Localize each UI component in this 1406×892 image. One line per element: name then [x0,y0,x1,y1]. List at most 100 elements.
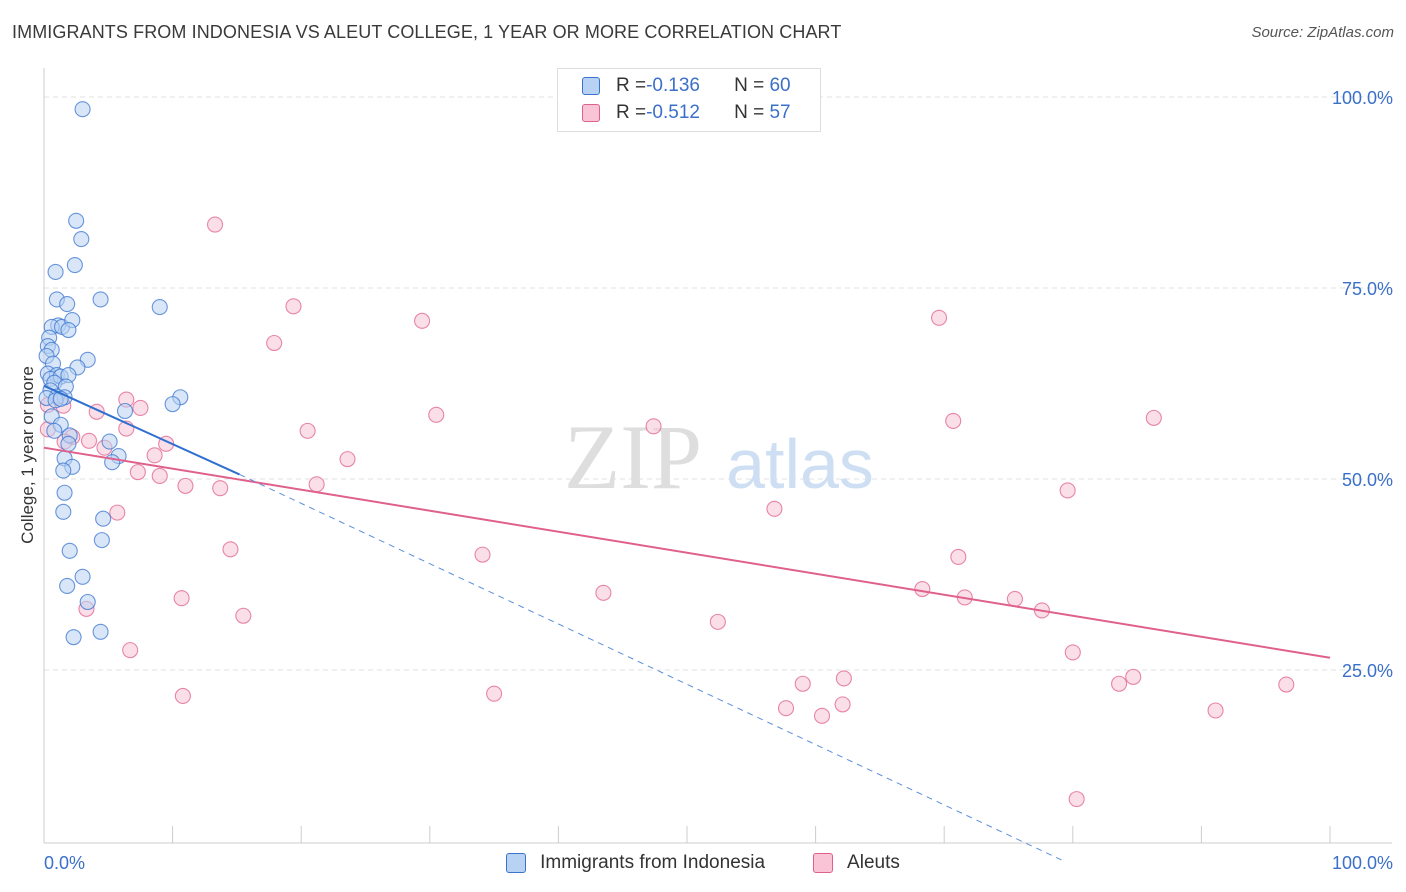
axes [43,68,1392,844]
data-point [61,542,78,559]
data-point [834,696,851,713]
data-point [59,295,76,313]
data-point [1145,409,1162,426]
data-point [92,291,109,308]
data-point [1059,482,1076,499]
legend-row-aleuts: R = -0.512 N = 57 [582,101,791,125]
data-point [794,675,811,692]
data-point [474,546,491,563]
legend-item-aleuts[interactable]: Aleuts [813,852,900,874]
legend-swatch-aleuts [813,853,834,873]
data-point [1006,590,1023,607]
data-point [101,433,118,450]
data-point [95,510,112,527]
x-tick-label: 0.0% [44,853,85,873]
data-point [116,402,134,420]
data-point [129,464,146,481]
source-label: Source: ZipAtlas.com [1251,24,1394,41]
n-value: 60 [769,75,791,96]
data-point [1278,676,1295,693]
data-point [164,396,181,413]
watermark-zip: ZIP [564,406,702,508]
data-point [777,700,795,717]
correlation-legend: R = -0.136 N = 60 R = -0.512 N = 57 [557,68,821,132]
y-tick-label: 100.0% [1332,88,1393,108]
trend-line-indonesia-extension [239,473,1065,862]
data-point [59,577,76,595]
data-point [813,707,831,724]
legend-swatch-aleuts [582,104,600,122]
data-point [212,480,229,497]
data-point [222,541,239,558]
y-tick-label: 50.0% [1342,470,1393,490]
y-tick-label: 75.0% [1342,279,1393,299]
data-point [645,418,662,435]
data-point [73,231,90,248]
data-point [173,590,190,607]
data-point [285,298,302,315]
trend-line-aleuts [43,446,1331,659]
data-point [835,670,852,687]
data-point [766,500,783,517]
data-point [1068,791,1085,808]
data-point [945,412,962,429]
data-point [151,299,168,316]
data-point [92,623,109,640]
data-point [486,685,503,702]
data-point [709,613,726,630]
data-point [308,476,325,493]
n-label: N = [734,75,770,96]
data-point [79,593,96,611]
data-point [122,642,139,659]
data-point [68,212,85,229]
data-point [931,309,948,326]
data-point [235,607,252,624]
data-point [55,503,72,520]
data-point [74,568,91,585]
watermark-atlas: atlas [726,425,874,503]
legend-label-aleuts: Aleuts [847,852,900,873]
data-point [80,432,98,449]
legend-label-indonesia: Immigrants from Indonesia [540,852,766,873]
legend-item-indonesia[interactable]: Immigrants from Indonesia [506,852,765,874]
r-value: -0.136 [646,75,700,96]
data-point [146,447,163,464]
data-point [428,406,445,423]
trend-line-indonesia [43,384,240,476]
data-point [93,532,110,549]
watermark: ZIP atlas [564,406,874,508]
data-point [74,101,91,118]
data-point [60,321,77,339]
series-legend: Immigrants from Indonesia Aleuts [0,852,1406,874]
data-point [56,484,73,501]
grid-lines [44,96,1392,671]
data-points [38,101,1295,808]
r-value: -0.512 [646,102,700,123]
data-point [55,462,72,479]
tick-labels: 25.0% 50.0% 75.0% 100.0% 0.0% 100.0% [44,88,1393,873]
n-label: N = [734,102,770,123]
legend-swatch-indonesia [582,77,600,95]
data-point [174,687,191,705]
data-point [414,312,431,329]
data-point [47,263,64,281]
data-point [109,504,126,521]
data-point [299,422,316,439]
data-point [1207,702,1224,719]
y-tick-label: 25.0% [1342,661,1393,681]
trend-lines [43,384,1331,862]
data-point [266,334,283,352]
legend-row-indonesia: R = -0.136 N = 60 [582,74,791,98]
data-point [132,399,149,416]
data-point [66,257,83,274]
legend-swatch-indonesia [506,853,527,873]
data-point [595,584,612,601]
x-tick-label: 100.0% [1332,853,1393,873]
data-point [60,435,77,452]
data-point [914,580,931,598]
data-point [1111,675,1128,692]
data-point [65,629,82,646]
data-point [46,422,63,439]
data-point [206,216,224,233]
